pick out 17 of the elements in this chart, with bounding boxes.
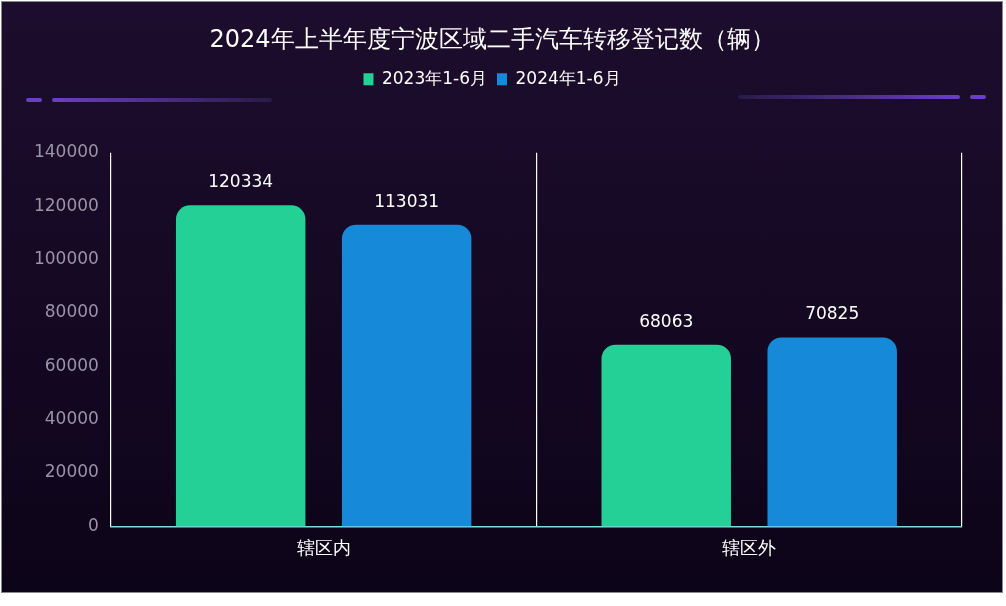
x-tick-label: 辖区内 xyxy=(296,536,351,558)
data-label: 70825 xyxy=(805,303,860,324)
data-label: 120334 xyxy=(208,171,274,192)
chart-title: 2024年上半年度宁波区域二手汽车转移登记数（辆） xyxy=(209,24,775,53)
y-tick-label: 120000 xyxy=(33,194,99,215)
y-tick-label: 0 xyxy=(88,514,99,535)
data-label: 68063 xyxy=(639,310,694,331)
legend-label: 2024年1-6月 xyxy=(515,67,621,88)
y-tick-label: 20000 xyxy=(44,461,99,482)
y-tick-label: 60000 xyxy=(44,354,99,375)
legend-label: 2023年1-6月 xyxy=(381,67,487,88)
y-tick-label: 140000 xyxy=(33,141,99,162)
x-tick-label: 辖区外 xyxy=(722,536,777,558)
y-tick-label: 80000 xyxy=(44,301,99,322)
y-tick-label: 100000 xyxy=(33,247,99,268)
y-tick-label: 40000 xyxy=(44,408,99,429)
data-label: 113031 xyxy=(374,190,440,211)
